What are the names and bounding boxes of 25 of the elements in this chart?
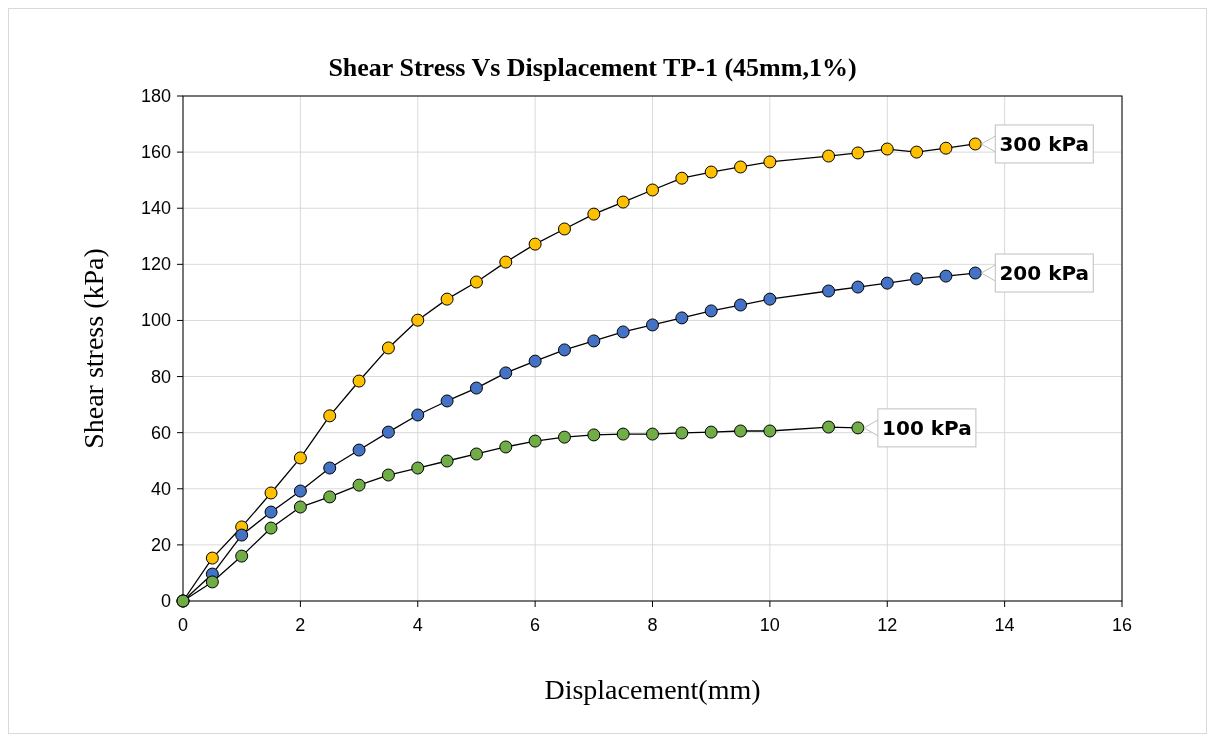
x-tick-label: 8 [647,615,658,635]
x-axis-title: Displacement(mm) [544,674,761,705]
x-tick-label: 12 [877,615,898,635]
x-tick-label: 2 [295,615,306,635]
y-axis-title: Shear stress (kPa) [78,248,109,449]
y-tick-label: 20 [150,534,171,555]
x-tick-label: 4 [412,615,423,635]
y-tick-label: 100 [140,310,171,331]
series-label: 100 kPa [882,415,972,440]
y-tick-label: 180 [140,86,171,106]
x-tick-label: 16 [1111,615,1133,635]
series-label: 300 kPa [999,131,1090,156]
x-tick-label: 14 [994,615,1015,635]
y-tick-label: 80 [150,366,171,387]
y-tick-label: 160 [140,142,171,163]
y-tick-label: 0 [160,591,171,611]
y-tick-label: 140 [140,198,171,219]
y-tick-label: 40 [150,478,171,499]
chart-title: Shear Stress Vs Displacement TP-1 (45mm,1%) [328,53,857,82]
series-label: 200 kPa [999,261,1090,286]
x-tick-label: 0 [177,615,189,635]
y-tick-label: 60 [150,422,171,443]
y-tick-label: 120 [140,254,171,275]
x-tick-label: 10 [759,615,780,635]
x-tick-label: 6 [530,615,541,635]
